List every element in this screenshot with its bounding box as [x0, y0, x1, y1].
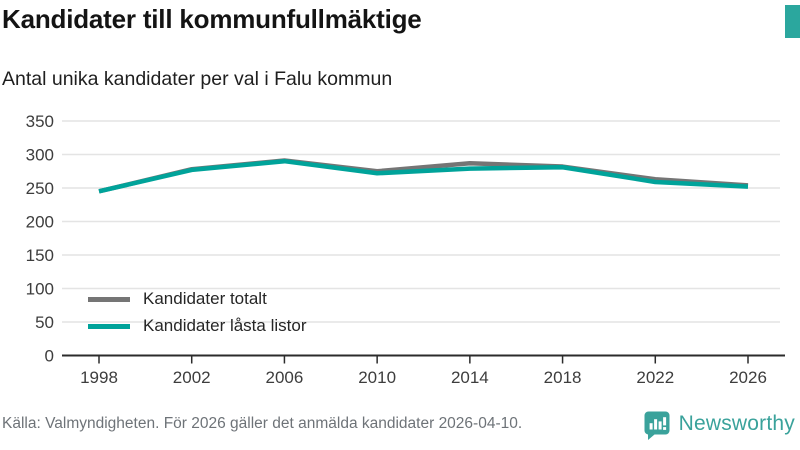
svg-text:2026: 2026 — [729, 368, 767, 387]
page-subtitle: Antal unika kandidater per val i Falu ko… — [2, 68, 393, 90]
svg-text:350: 350 — [26, 112, 54, 131]
svg-text:1998: 1998 — [80, 368, 118, 387]
legend-item-lasta-listor: Kandidater låsta listor — [88, 316, 306, 336]
svg-text:2018: 2018 — [544, 368, 582, 387]
legend-label-lasta-listor: Kandidater låsta listor — [143, 316, 307, 335]
source-note: Källa: Valmyndigheten. För 2026 gäller d… — [2, 415, 523, 432]
line-chart: 0 50 100 150 200 250 300 350 1998 2002 2006 2010 201… — [0, 100, 800, 400]
brand-corner-mark — [785, 5, 800, 38]
svg-text:2002: 2002 — [173, 368, 211, 387]
svg-text:2006: 2006 — [266, 368, 304, 387]
svg-text:300: 300 — [26, 146, 54, 165]
newsworthy-logo: Newsworthy — [642, 409, 795, 440]
svg-text:2010: 2010 — [358, 368, 396, 387]
svg-text:0: 0 — [45, 347, 54, 366]
newsworthy-wordmark: Newsworthy — [678, 412, 795, 435]
svg-text:250: 250 — [26, 179, 54, 198]
chart-svg: 0 50 100 150 200 250 300 350 1998 2002 2006 2010 201… — [26, 112, 785, 387]
svg-text:150: 150 — [26, 246, 54, 265]
legend-swatch-lasta-listor — [88, 323, 130, 329]
legend-item-totalt: Kandidater totalt — [88, 289, 306, 309]
svg-text:2022: 2022 — [636, 368, 674, 387]
svg-text:200: 200 — [26, 213, 54, 232]
newsworthy-bubble-chart-icon — [644, 411, 670, 440]
svg-text:100: 100 — [26, 280, 54, 299]
footer: Källa: Valmyndigheten. För 2026 gäller d… — [0, 404, 800, 450]
chart-legend: Kandidater totalt Kandidater låsta listo… — [88, 289, 306, 336]
page-title: Kandidater till kommunfullmäktige — [2, 4, 422, 34]
svg-text:2014: 2014 — [451, 368, 489, 387]
legend-label-totalt: Kandidater totalt — [143, 289, 267, 308]
legend-swatch-totalt — [88, 296, 130, 302]
svg-text:50: 50 — [35, 313, 54, 332]
